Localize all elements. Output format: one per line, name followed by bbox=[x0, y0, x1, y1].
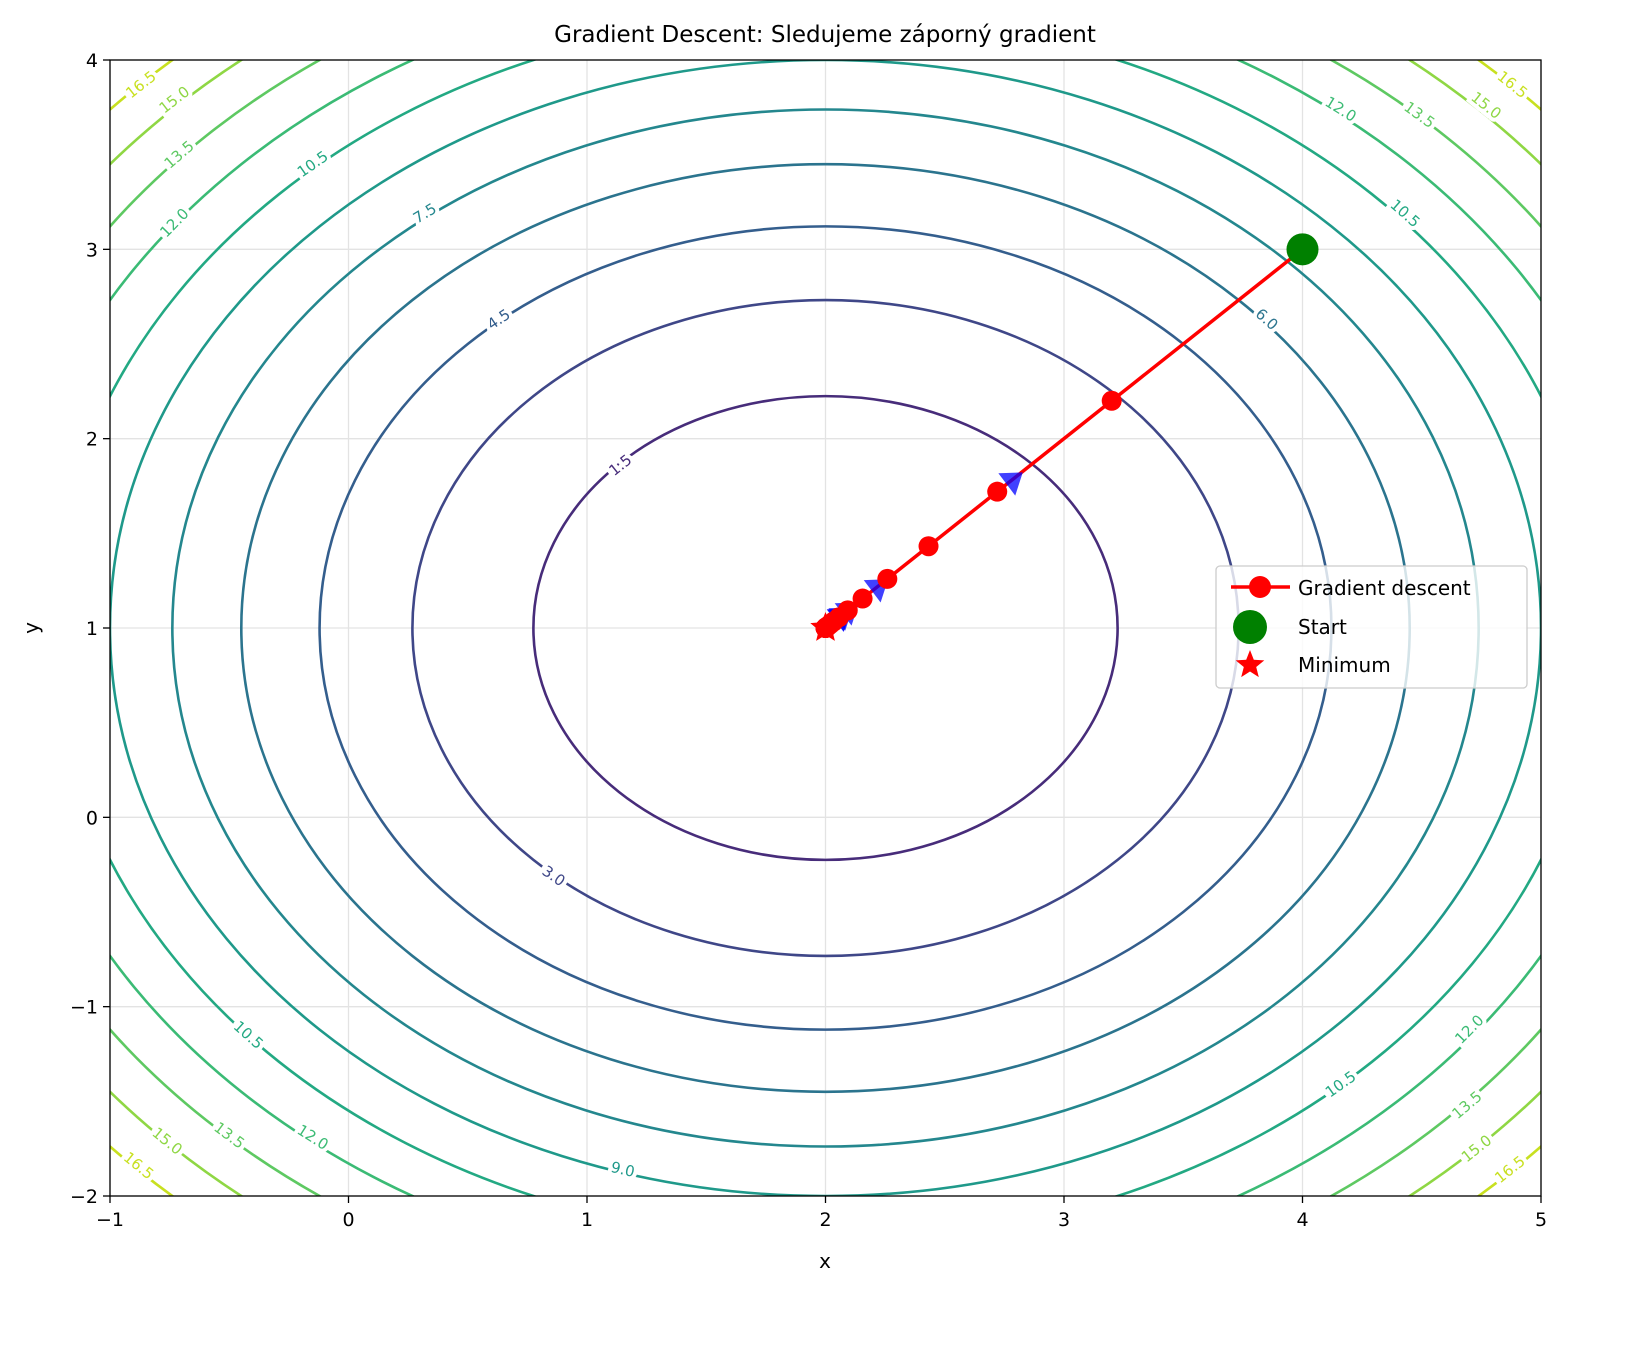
contour-label: 9.0 bbox=[609, 1158, 636, 1181]
y-tick-label: 1 bbox=[86, 618, 98, 640]
contour-label: 15.0 bbox=[156, 82, 193, 117]
x-tick-label: −1 bbox=[96, 1209, 124, 1231]
minimum-star-icon bbox=[810, 612, 841, 641]
x-axis-label: x bbox=[819, 1249, 831, 1273]
contour-label: 7.5 bbox=[410, 199, 440, 227]
gradient-descent-point bbox=[852, 588, 873, 609]
x-tick-label: 4 bbox=[1296, 1209, 1308, 1231]
y-tick-label: −1 bbox=[70, 997, 98, 1019]
legend-start-icon bbox=[1233, 610, 1267, 644]
y-tick-label: 0 bbox=[86, 807, 98, 829]
legend-marker-icon bbox=[1249, 576, 1271, 598]
y-axis-label: y bbox=[19, 622, 43, 634]
contour-label: 10.5 bbox=[294, 147, 332, 181]
x-tick-label: 1 bbox=[581, 1209, 593, 1231]
gradient-descent-point bbox=[918, 536, 939, 557]
gradient-descent-point bbox=[1101, 390, 1122, 411]
gradient-descent-point bbox=[877, 568, 898, 589]
contour-label: 12.0 bbox=[294, 1121, 332, 1154]
contour-label: 10.5 bbox=[1322, 1067, 1360, 1101]
contour-label: 6.0 bbox=[1252, 305, 1282, 334]
x-tick-label: 2 bbox=[819, 1209, 831, 1231]
gradient-descent-point bbox=[987, 481, 1008, 502]
start-point bbox=[1286, 233, 1319, 266]
contour-label: 13.5 bbox=[161, 137, 198, 172]
legend-label-gradient-descent: Gradient descent bbox=[1298, 576, 1471, 600]
x-tick-label: 5 bbox=[1535, 1209, 1547, 1231]
x-tick-label: 0 bbox=[342, 1209, 354, 1231]
contour-label: 10.5 bbox=[1387, 196, 1424, 232]
y-tick-label: −2 bbox=[70, 1186, 98, 1208]
legend-label-start: Start bbox=[1298, 615, 1347, 639]
contour-label: 12.0 bbox=[1322, 93, 1360, 126]
y-tick-label: 2 bbox=[86, 429, 98, 451]
legend: Gradient descent Start Minimum bbox=[1215, 565, 1528, 689]
contour-label: 13.5 bbox=[1449, 1087, 1486, 1122]
x-tick-label: 3 bbox=[1058, 1209, 1070, 1231]
gradient-arrow-icon bbox=[998, 472, 1023, 496]
y-tick-label: 4 bbox=[86, 50, 98, 72]
contour-label: 12.0 bbox=[1451, 1011, 1487, 1047]
contour-line-1.5 bbox=[532, 394, 1119, 862]
legend-label-minimum: Minimum bbox=[1298, 653, 1391, 677]
chart-title: Gradient Descent: Sledujeme záporný grad… bbox=[554, 22, 1096, 48]
contour-label: 16.5 bbox=[120, 1148, 157, 1183]
contour-label: 15.0 bbox=[1467, 88, 1504, 123]
y-tick-label: 3 bbox=[86, 239, 98, 261]
legend-star-icon bbox=[1235, 650, 1265, 678]
